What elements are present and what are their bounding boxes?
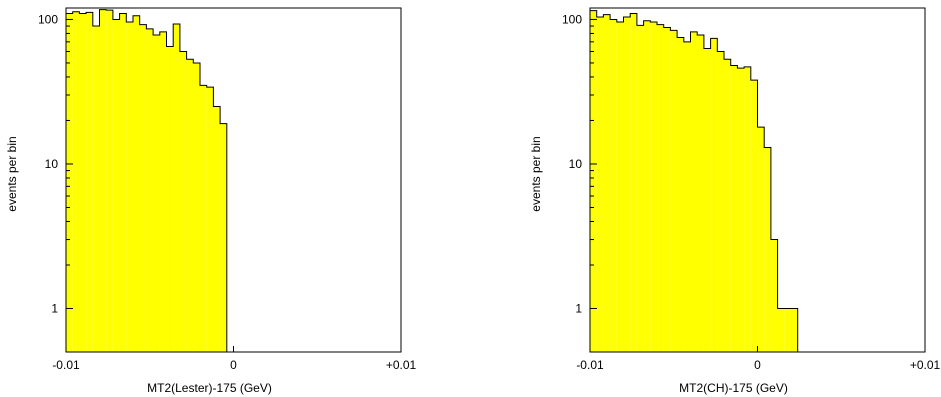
y-tick-label: 100: [562, 12, 582, 26]
histogram-bar: [220, 123, 227, 352]
histogram-right: -0.01 0 +0.01 1 10 100 MT2(CH)-175 (GeV) eve…: [529, 7, 941, 395]
histogram-left: -0.01 0 +0.01 1 10 100 MT2(Lester)-175 (GeV)…: [5, 7, 417, 395]
histogram-bar: [690, 31, 698, 353]
histogram-bar: [153, 35, 160, 352]
x-tick-label: -0.01: [52, 358, 80, 372]
histogram-bar: [126, 22, 133, 352]
histogram-bar: [166, 46, 174, 353]
histogram-left-outline: [66, 9, 228, 352]
histogram-bar: [697, 35, 704, 352]
histogram-bar: [703, 48, 711, 353]
histogram-bar: [677, 37, 684, 353]
y-tick-label: 1: [575, 301, 582, 315]
histogram-bar: [777, 308, 785, 352]
histogram-right-x-ticks: -0.01 0 +0.01: [576, 346, 941, 372]
histogram-right-y-axis-label: events per bin: [529, 136, 543, 211]
histogram-bar: [200, 85, 207, 353]
histogram-bar: [750, 80, 758, 352]
histogram-right-bars: [590, 10, 798, 353]
histogram-bar: [173, 23, 180, 353]
histogram-bar: [596, 16, 604, 352]
x-tick-label: 0: [230, 358, 237, 372]
histogram-bar: [770, 239, 778, 352]
histogram-bar: [92, 26, 100, 353]
histogram-bar: [66, 13, 73, 352]
histogram-bar: [650, 22, 657, 352]
histogram-bar: [724, 59, 731, 352]
histogram-bar: [119, 13, 127, 352]
histogram-bar: [657, 24, 664, 352]
x-tick-label: -0.01: [576, 358, 604, 372]
histogram-bar: [670, 30, 678, 352]
x-tick-label: 0: [754, 358, 761, 372]
y-tick-label: 10: [45, 157, 59, 171]
histogram-bar: [213, 106, 221, 352]
histogram-bar: [630, 13, 637, 352]
histogram-bar: [133, 15, 140, 352]
histogram-left-x-ticks: -0.01 0 +0.01: [52, 346, 417, 372]
y-tick-label: 10: [569, 157, 583, 171]
histogram-bar: [791, 308, 798, 352]
histogram-bar: [186, 59, 194, 352]
histogram-left-y-ticks: 1 10 100: [38, 12, 73, 315]
histogram-bar: [717, 51, 724, 353]
x-tick-label: +0.01: [910, 358, 941, 372]
histogram-bar: [603, 14, 611, 353]
histogram-left-bars: [66, 9, 227, 353]
histogram-bar: [86, 12, 93, 352]
histogram-bar: [623, 16, 631, 352]
histogram-bar: [710, 38, 718, 352]
histogram-bar: [730, 65, 738, 353]
histogram-bar: [737, 68, 745, 352]
histogram-bar: [146, 28, 154, 352]
histogram-right-y-ticks: 1 10 100: [562, 12, 597, 315]
histogram-bar: [616, 22, 624, 352]
histogram-bar: [590, 10, 597, 352]
x-tick-label: +0.01: [386, 358, 417, 372]
histogram-bar: [106, 10, 113, 353]
histogram-bar: [139, 24, 147, 352]
histogram-left-x-axis-label: MT2(Lester)-175 (GeV): [147, 381, 272, 395]
histogram-bar: [636, 25, 644, 352]
histogram-bar: [79, 13, 87, 352]
histogram-bar: [764, 147, 771, 352]
histogram-right-outline: [590, 10, 799, 352]
y-tick-label: 100: [38, 12, 58, 26]
histogram-bar: [193, 62, 200, 353]
histogram-left-y-axis-label: events per bin: [5, 136, 19, 211]
histogram-bar: [663, 27, 671, 352]
histogram-bar: [683, 41, 691, 352]
histogram-bar: [99, 9, 107, 352]
histogram-bar: [784, 308, 791, 352]
histogram-bar: [610, 19, 617, 353]
histogram-right-x-axis-label: MT2(CH)-175 (GeV): [679, 381, 788, 395]
histogram-bar: [643, 20, 651, 352]
histogram-bar: [112, 19, 120, 353]
histogram-bar: [159, 31, 167, 353]
y-tick-label: 1: [51, 301, 58, 315]
histogram-bar: [179, 51, 187, 353]
histogram-bar: [744, 66, 751, 352]
histogram-bar: [206, 87, 214, 352]
histogram-bar: [72, 11, 80, 352]
histogram-bar: [757, 127, 765, 352]
